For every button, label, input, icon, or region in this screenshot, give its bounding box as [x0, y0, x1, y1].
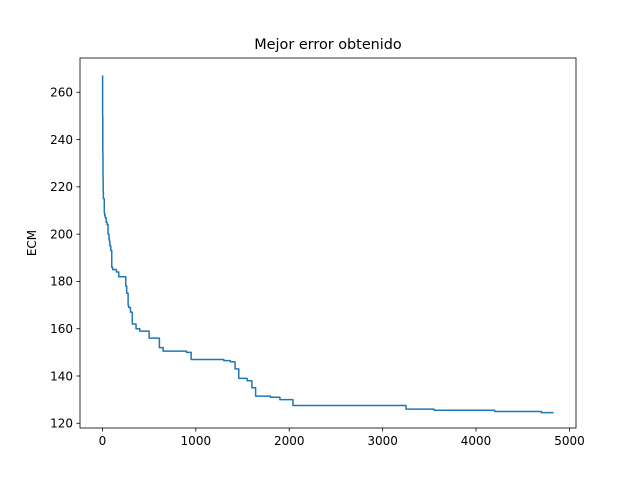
y-tick-label: 140 [50, 369, 73, 383]
plot-area [79, 57, 577, 429]
y-axis: 120 140 160 180 200 220 240 260 [50, 86, 80, 431]
x-axis: 0 1000 2000 3000 4000 5000 [99, 428, 585, 448]
x-tick-label: 2000 [274, 434, 305, 448]
x-tick-label: 3000 [367, 434, 398, 448]
y-tick-label: 120 [50, 417, 73, 431]
x-tick-label: 1000 [181, 434, 212, 448]
x-tick-label: 0 [99, 434, 107, 448]
series-line [101, 74, 554, 414]
y-tick-label: 180 [50, 275, 73, 289]
y-tick-label: 200 [50, 227, 73, 241]
y-tick-label: 160 [50, 322, 73, 336]
x-tick-label: 4000 [461, 434, 492, 448]
y-axis-label: ECM [25, 230, 39, 256]
axes-frame [79, 57, 577, 429]
x-tick-label: 5000 [554, 434, 585, 448]
y-tick-label: 220 [50, 180, 73, 194]
chart-title: Mejor error obtenido [254, 37, 402, 53]
y-tick-label: 240 [50, 133, 73, 147]
y-tick-label: 260 [50, 86, 73, 100]
